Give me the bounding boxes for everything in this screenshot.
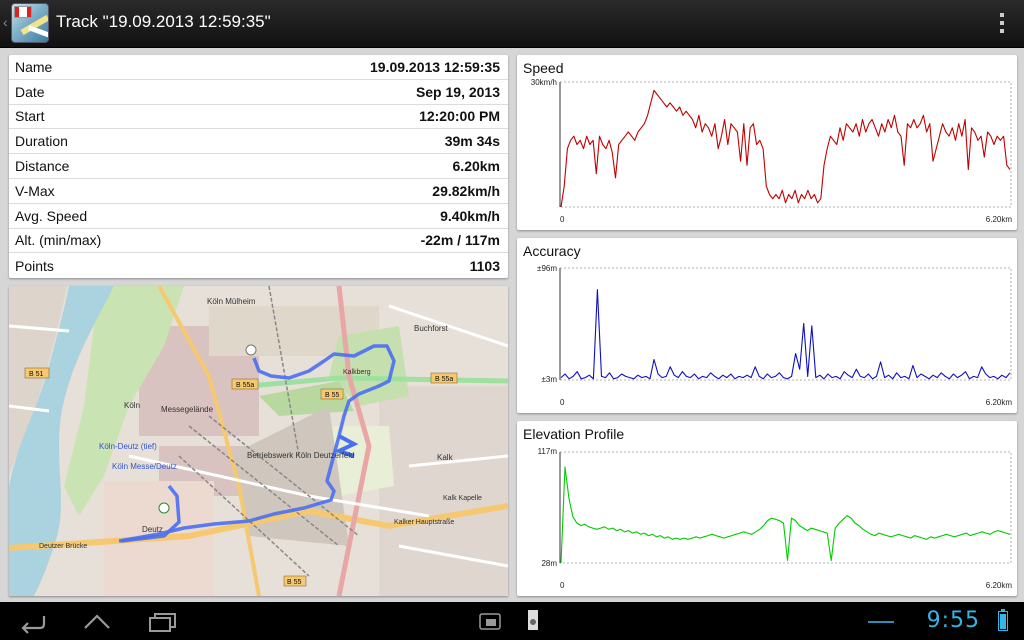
info-row-vmax: V-Max 29.82km/h xyxy=(9,179,508,204)
speed-y-max-label: 30km/h xyxy=(531,78,557,87)
map-label-kalk-kapelle: Kalk Kapelle xyxy=(443,495,482,502)
usb-debug-icon xyxy=(528,610,538,630)
map-label-b55: B 55 xyxy=(325,392,340,399)
info-row-start: Start 12:20:00 PM xyxy=(9,105,508,130)
map-label-b51: B 51 xyxy=(29,371,44,378)
speed-series-line xyxy=(560,89,1011,208)
back-caret-icon[interactable]: ‹ xyxy=(3,14,8,30)
map-label-koeln: Köln xyxy=(124,401,140,410)
map-label-messegelaende: Messegelände xyxy=(161,405,214,414)
gps-route xyxy=(118,344,396,543)
overflow-menu-icon[interactable] xyxy=(998,13,1006,35)
track-map[interactable]: B 51 B 55a B 55a B 55 B 55 Köln Mülheim … xyxy=(9,286,508,596)
map-label-b55a-east: B 55a xyxy=(435,376,453,383)
accuracy-chart-title: Accuracy xyxy=(523,243,581,259)
map-label-b55a: B 55a xyxy=(236,382,254,389)
speed-chart-card: Speed 30km/h 0 6.20km xyxy=(517,55,1017,230)
map-label-deutzer-bruecke: Deutzer Brücke xyxy=(39,543,87,550)
app-icon[interactable] xyxy=(11,3,49,43)
speed-chart-title: Speed xyxy=(523,60,564,76)
elevation-y-min-label: 28m xyxy=(541,559,557,568)
map-label-koeln-muelheim: Köln Mülheim xyxy=(207,297,256,306)
home-button-icon[interactable] xyxy=(82,608,112,634)
info-row-distance: Distance 6.20km xyxy=(9,154,508,179)
accuracy-x-max-label: 6.20km xyxy=(986,398,1013,407)
track-info-card: Name 19.09.2013 12:59:35 Date Sep 19, 2013… xyxy=(9,55,508,278)
map-label-kalkberg: Kalkberg xyxy=(343,369,371,376)
elevation-chart-card: Elevation Profile 117m 28m 0 6.20km xyxy=(517,421,1017,596)
recent-apps-button-icon[interactable] xyxy=(146,608,178,634)
accuracy-x-min-label: 0 xyxy=(560,398,565,407)
action-bar: ‹ Track "19.09.2013 12:59:35" xyxy=(0,0,1024,48)
info-row-points: Points 1103 xyxy=(15,257,500,274)
battery-icon xyxy=(998,609,1008,631)
end-marker xyxy=(158,502,170,514)
accuracy-series-line xyxy=(560,289,1011,380)
canada-flag-icon xyxy=(14,6,32,18)
elevation-x-min-label: 0 xyxy=(560,581,565,590)
map-label-betriebswerk: Betriebswerk Köln Deutzerfeld xyxy=(247,451,355,460)
back-button-icon[interactable] xyxy=(18,608,48,634)
speed-x-min-label: 0 xyxy=(560,215,565,224)
map-label-buchforst: Buchforst xyxy=(414,324,449,333)
map-canvas: B 51 B 55a B 55a B 55 B 55 Köln Mülheim … xyxy=(9,286,508,596)
map-label-koeln-deutz-tief: Köln-Deutz (tief) xyxy=(99,442,157,451)
elevation-x-max-label: 6.20km xyxy=(986,581,1013,590)
elevation-series-line xyxy=(560,466,1011,564)
status-indicator xyxy=(868,621,894,623)
map-label-b55-south: B 55 xyxy=(287,579,302,586)
accuracy-y-max-label: ±96m xyxy=(537,264,557,273)
info-row-altitude: Alt. (min/max) -22m / 117m xyxy=(9,229,508,254)
elevation-chart-title: Elevation Profile xyxy=(523,426,625,442)
accuracy-chart-card: Accuracy ±96m ±3m 0 6.20km xyxy=(517,238,1017,413)
speed-chart: 30km/h 0 6.20km xyxy=(531,78,1013,224)
system-nav-bar: 9:55 xyxy=(0,602,1024,640)
elevation-chart: 117m 28m 0 6.20km xyxy=(538,447,1013,590)
speed-plot-frame xyxy=(559,81,1012,208)
status-clock: 9:55 xyxy=(926,608,980,633)
page-title: Track "19.09.2013 12:59:35" xyxy=(56,12,271,31)
start-marker xyxy=(245,344,257,356)
accuracy-y-min-label: ±3m xyxy=(541,375,557,384)
map-label-kalk: Kalk xyxy=(437,453,454,462)
accuracy-plot-frame xyxy=(559,267,1012,381)
map-label-deutz: Deutz xyxy=(142,525,163,534)
elevation-y-max-label: 117m xyxy=(538,447,558,456)
info-row-avg-speed: Avg. Speed 9.40km/h xyxy=(9,204,508,229)
accuracy-chart: ±96m ±3m 0 6.20km xyxy=(537,264,1013,407)
speed-x-max-label: 6.20km xyxy=(986,215,1013,224)
map-label-kalker-hauptstrasse: Kalker Hauptstraße xyxy=(394,519,454,526)
info-row-date: Date Sep 19, 2013 xyxy=(9,80,508,105)
screenshot-icon[interactable] xyxy=(478,608,502,634)
map-label-koeln-messe-deutz: Köln Messe/Deutz xyxy=(112,462,177,471)
info-row-duration: Duration 39m 34s xyxy=(9,129,508,155)
info-row-name: Name 19.09.2013 12:59:35 xyxy=(9,55,508,80)
